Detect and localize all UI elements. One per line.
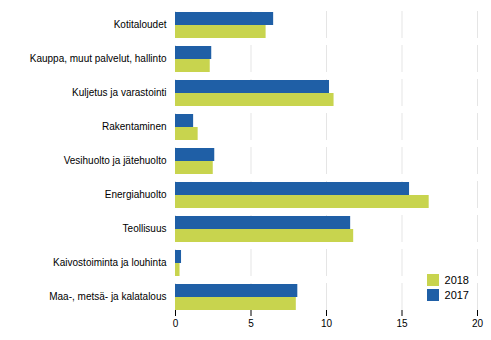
svg-text:10: 10 [321,318,333,329]
html-text:2017: 2017 [444,289,469,301]
svg-text:Energiahuolto: Energiahuolto [105,189,167,200]
svg-text:Maa-, metsä- ja kalatalous: Maa-, metsä- ja kalatalous [49,291,166,302]
svg-text:15: 15 [396,318,408,329]
svg-text:Kaivostoiminta ja louhinta: Kaivostoiminta ja louhinta [53,257,167,268]
svg-text:0: 0 [173,318,179,329]
html-text:2018: 2018 [444,274,469,286]
svg-text:Kauppa, muut palvelut, hallint: Kauppa, muut palvelut, hallinto [30,53,167,64]
svg-text:20: 20 [472,318,484,329]
svg-text:Kuljetus ja varastointi: Kuljetus ja varastointi [72,87,167,98]
svg-text:5: 5 [248,318,254,329]
svg-text:Teollisuus: Teollisuus [123,223,167,234]
svg-text:Kotitaloudet: Kotitaloudet [114,19,167,30]
svg-text:Vesihuolto ja jätehuolto: Vesihuolto ja jätehuolto [64,155,167,166]
svg-text:Rakentaminen: Rakentaminen [102,121,166,132]
